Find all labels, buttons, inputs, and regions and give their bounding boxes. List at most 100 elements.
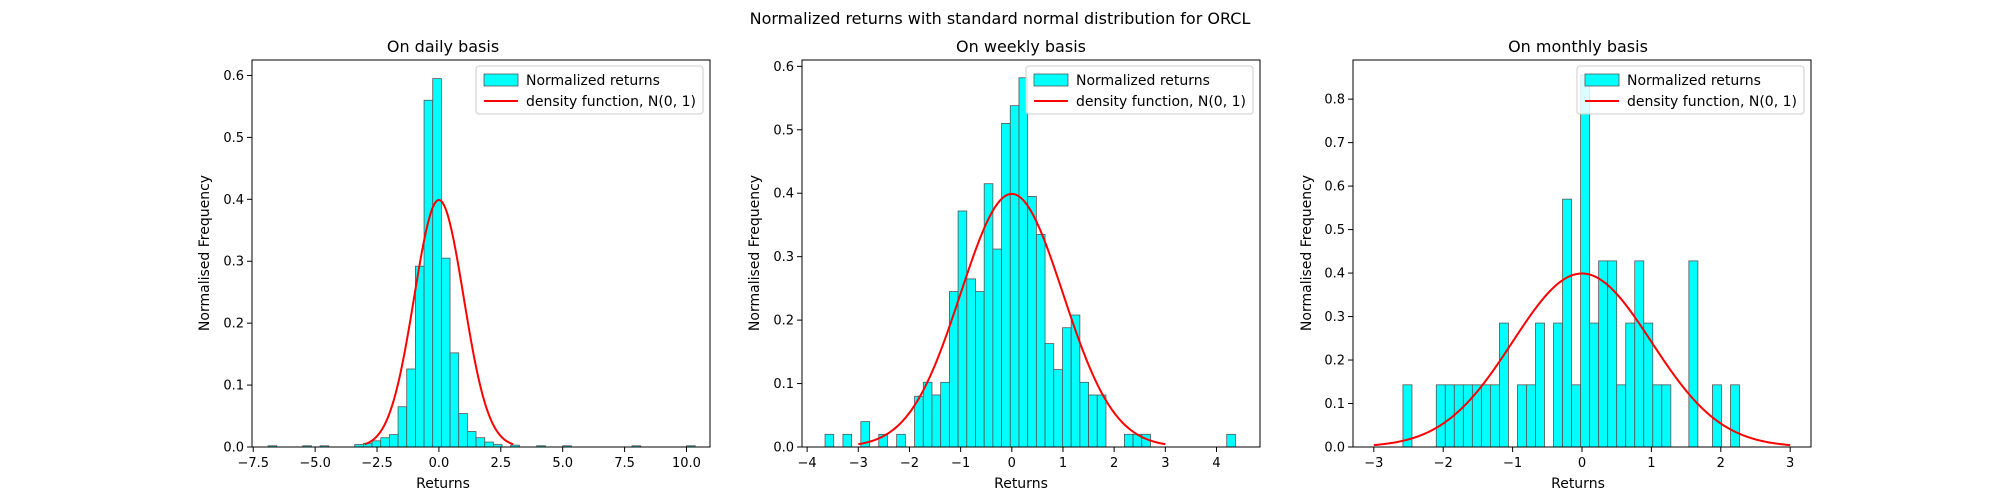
y-tick-label: 0.0 <box>773 441 794 456</box>
x-axis-label: Returns <box>416 476 470 492</box>
histogram-bar <box>824 433 835 448</box>
x-axis-label: Returns <box>994 476 1048 492</box>
histogram-bar <box>397 406 408 448</box>
histogram-bar <box>1526 384 1536 448</box>
x-tick-label: 4 <box>1212 456 1220 471</box>
y-tick-label: 0.7 <box>1324 136 1345 151</box>
histogram-bar <box>1018 77 1029 448</box>
density-curve <box>364 198 514 446</box>
density-curve <box>858 192 1166 446</box>
histogram-bar <box>1652 384 1663 448</box>
y-tick-label: 0.4 <box>773 187 794 202</box>
legend-label-line: density function, N(0, 1) <box>1627 94 1797 110</box>
histogram-bar <box>371 440 382 448</box>
y-tick-label: 0.2 <box>223 317 244 332</box>
plot-area <box>824 77 1236 448</box>
y-tick-label: 0.6 <box>773 60 794 75</box>
y-tick-label: 0.4 <box>1324 267 1345 282</box>
chart-weekly: On weekly basis Returns Normalised Frequ… <box>747 37 1261 492</box>
histogram-bar <box>1517 384 1527 448</box>
histogram-bar <box>1096 394 1107 448</box>
histogram-bar <box>1462 384 1473 448</box>
legend: Normalized returns density function, N(0,… <box>1576 65 1805 115</box>
legend: Normalized returns density function, N(0,… <box>1025 65 1254 115</box>
y-tick-label: 0.3 <box>1324 310 1345 325</box>
histogram-bar <box>1589 322 1600 448</box>
histogram-bar <box>1435 384 1446 448</box>
y-tick-label: 0.4 <box>223 193 244 208</box>
plot-area <box>1373 74 1791 448</box>
x-tick-label: 2 <box>1110 456 1118 471</box>
legend-label-bars: Normalized returns <box>1076 73 1210 89</box>
histogram-bar <box>1616 384 1627 448</box>
y-tick-label: 0.8 <box>1324 93 1345 108</box>
axes-frame <box>251 59 711 448</box>
histogram-bar <box>432 78 442 448</box>
histogram-bar <box>1688 260 1699 448</box>
x-tick-label: 1 <box>1647 456 1655 471</box>
chart-title: On monthly basis <box>1508 37 1648 56</box>
histogram-bar <box>414 265 425 448</box>
y-tick-label: 0.1 <box>223 379 244 394</box>
histogram-bar <box>1009 105 1020 448</box>
histogram-bar <box>1044 343 1055 448</box>
legend-label-bars: Normalized returns <box>1627 73 1761 89</box>
histogram-bar <box>1053 369 1063 448</box>
histogram-bar <box>940 381 950 448</box>
x-tick-label: 0 <box>1578 456 1586 471</box>
histogram-bar <box>975 291 985 448</box>
plot-area <box>267 78 696 448</box>
histogram-bar <box>1027 195 1037 448</box>
histogram-bar <box>484 441 494 448</box>
x-tick-label: 2 <box>1717 456 1725 471</box>
y-axis-label: Normalised Frequency <box>747 175 763 331</box>
histogram-bar <box>896 433 906 448</box>
histogram-bar <box>406 368 416 448</box>
x-tick-label: −4 <box>798 456 817 471</box>
histogram-bar <box>1062 327 1072 448</box>
y-tick-label: 0.5 <box>773 123 794 138</box>
histogram-bar <box>842 433 853 448</box>
x-tick-label: −2 <box>1434 456 1453 471</box>
y-tick-label: 0.1 <box>1324 397 1345 412</box>
y-tick-label: 0.0 <box>223 441 244 456</box>
legend-label-bars: Normalized returns <box>526 73 660 89</box>
legend-label-line: density function, N(0, 1) <box>526 94 696 110</box>
chart-title: On daily basis <box>387 37 499 56</box>
histogram-bar <box>931 394 942 448</box>
axes-frame <box>801 59 1261 448</box>
density-curve <box>1373 272 1791 447</box>
y-tick-label: 0.2 <box>1324 354 1345 369</box>
x-tick-label: −2.5 <box>361 456 393 471</box>
x-tick-label: −1 <box>1503 456 1522 471</box>
histogram-bar <box>1226 433 1236 448</box>
histogram-bar <box>423 99 434 448</box>
histogram-bar <box>1535 322 1545 448</box>
x-axis-label: Returns <box>1551 476 1605 492</box>
histogram-bar <box>1634 260 1645 448</box>
histogram-bar <box>1625 322 1636 448</box>
histogram-bar <box>1661 384 1672 448</box>
legend-frame <box>1025 65 1254 115</box>
legend: Normalized returns density function, N(0,… <box>475 65 704 115</box>
histogram-bar <box>475 437 486 448</box>
histogram-bar <box>1088 394 1098 448</box>
histogram-bar <box>1480 384 1491 448</box>
x-tick-label: −2 <box>900 456 919 471</box>
histogram-bar <box>1562 198 1572 448</box>
y-tick-label: 0.2 <box>773 314 794 329</box>
legend-frame <box>1576 65 1805 115</box>
histogram-bar <box>466 431 477 448</box>
legend-frame <box>475 65 704 115</box>
x-tick-label: −7.5 <box>237 456 269 471</box>
y-tick-label: 0.5 <box>223 131 244 146</box>
histogram-bar <box>1123 433 1134 448</box>
histogram-bar <box>1079 381 1089 448</box>
y-tick-label: 0.5 <box>1324 223 1345 238</box>
x-tick-label: 5.0 <box>552 456 573 471</box>
histogram-bar <box>1001 123 1011 448</box>
x-tick-label: −5.0 <box>299 456 331 471</box>
x-tick-label: 7.5 <box>614 456 635 471</box>
y-axis-label: Normalised Frequency <box>1299 175 1315 331</box>
histogram-bar <box>1490 384 1500 448</box>
